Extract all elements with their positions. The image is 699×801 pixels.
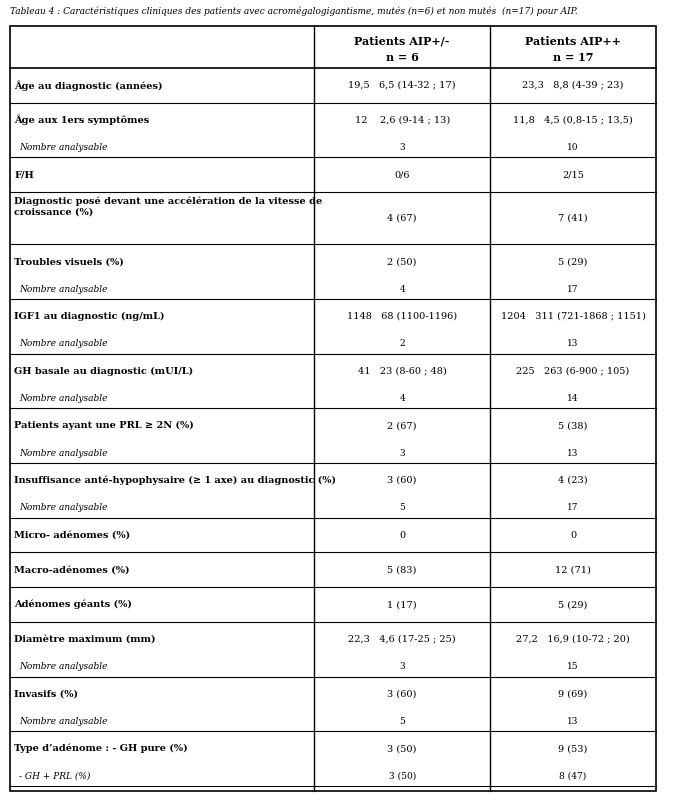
Text: 5: 5 — [399, 503, 405, 513]
Text: 2 (67): 2 (67) — [387, 421, 417, 430]
Text: Diagnostic posé devant une accélération de la vitesse de: Diagnostic posé devant une accélération … — [14, 196, 322, 206]
Text: 17: 17 — [568, 284, 579, 294]
Text: 17: 17 — [568, 503, 579, 513]
Text: 9 (69): 9 (69) — [559, 690, 588, 698]
Text: Nombre analysable: Nombre analysable — [19, 340, 108, 348]
Text: 8 (47): 8 (47) — [559, 771, 586, 780]
Text: 7 (41): 7 (41) — [559, 214, 588, 223]
Text: 11,8   4,5 (0,8-15 ; 13,5): 11,8 4,5 (0,8-15 ; 13,5) — [513, 115, 633, 125]
Text: 1204   311 (721-1868 ; 1151): 1204 311 (721-1868 ; 1151) — [500, 312, 645, 321]
Text: Tableau 4 : Caractéristiques cliniques des patients avec acromégalogigantisme, m: Tableau 4 : Caractéristiques cliniques d… — [10, 6, 577, 15]
Text: 12 (71): 12 (71) — [555, 566, 591, 574]
Text: 5 (29): 5 (29) — [559, 257, 588, 266]
Text: 3 (50): 3 (50) — [389, 771, 416, 780]
Text: 23,3   8,8 (4-39 ; 23): 23,3 8,8 (4-39 ; 23) — [522, 81, 624, 90]
Text: Nombre analysable: Nombre analysable — [19, 394, 108, 403]
Text: Patients ayant une PRL ≥ 2N (%): Patients ayant une PRL ≥ 2N (%) — [14, 421, 194, 430]
Text: 5 (29): 5 (29) — [559, 600, 588, 609]
Text: 0: 0 — [399, 530, 405, 540]
Text: 2 (50): 2 (50) — [387, 257, 417, 266]
Text: 3: 3 — [399, 449, 405, 457]
Text: Patients AIP+/-: Patients AIP+/- — [354, 36, 450, 47]
Text: croissance (%): croissance (%) — [14, 207, 94, 216]
Text: 41   23 (8-60 ; 48): 41 23 (8-60 ; 48) — [358, 367, 447, 376]
Text: 3 (60): 3 (60) — [387, 476, 417, 485]
Text: 3: 3 — [399, 662, 405, 671]
Text: 0: 0 — [570, 530, 576, 540]
Text: 1 (17): 1 (17) — [387, 600, 417, 609]
Text: 1148   68 (1100-1196): 1148 68 (1100-1196) — [347, 312, 457, 321]
Text: GH basale au diagnostic (mUI/L): GH basale au diagnostic (mUI/L) — [14, 367, 194, 376]
Text: 4 (23): 4 (23) — [559, 476, 588, 485]
Text: Type d’adénome : - GH pure (%): Type d’adénome : - GH pure (%) — [14, 744, 188, 754]
Text: Âge au diagnostic (années): Âge au diagnostic (années) — [14, 80, 163, 91]
Text: Adénomes géants (%): Adénomes géants (%) — [14, 600, 132, 610]
Text: 3 (50): 3 (50) — [387, 744, 417, 753]
Text: 4: 4 — [399, 284, 405, 294]
Text: Nombre analysable: Nombre analysable — [19, 284, 108, 294]
Text: 14: 14 — [568, 394, 579, 403]
Text: n = 17: n = 17 — [553, 52, 593, 63]
Text: 5 (38): 5 (38) — [559, 421, 588, 430]
Text: 22,3   4,6 (17-25 ; 25): 22,3 4,6 (17-25 ; 25) — [348, 635, 456, 644]
Text: Nombre analysable: Nombre analysable — [19, 143, 108, 152]
Text: 27,2   16,9 (10-72 ; 20): 27,2 16,9 (10-72 ; 20) — [516, 635, 630, 644]
Text: Invasifs (%): Invasifs (%) — [14, 690, 78, 698]
Text: 2: 2 — [399, 340, 405, 348]
Text: 3: 3 — [399, 143, 405, 152]
Text: Diamètre maximum (mm): Diamètre maximum (mm) — [14, 635, 156, 644]
Text: 4: 4 — [399, 394, 405, 403]
Text: 5 (83): 5 (83) — [387, 566, 417, 574]
Text: 3 (60): 3 (60) — [387, 690, 417, 698]
Text: 13: 13 — [568, 449, 579, 457]
Text: 4 (67): 4 (67) — [387, 214, 417, 223]
Text: 0/6: 0/6 — [394, 171, 410, 179]
Text: Macro-adénomes (%): Macro-adénomes (%) — [14, 566, 130, 574]
Text: Insuffisance anté-hypophysaire (≥ 1 axe) au diagnostic (%): Insuffisance anté-hypophysaire (≥ 1 axe)… — [14, 476, 336, 485]
Text: F/H: F/H — [14, 171, 34, 179]
Text: Micro- adénomes (%): Micro- adénomes (%) — [14, 530, 131, 540]
Text: Nombre analysable: Nombre analysable — [19, 717, 108, 726]
Text: Nombre analysable: Nombre analysable — [19, 662, 108, 671]
Text: 2/15: 2/15 — [562, 171, 584, 179]
Text: IGF1 au diagnostic (ng/mL): IGF1 au diagnostic (ng/mL) — [14, 312, 165, 321]
Text: 5: 5 — [399, 717, 405, 726]
Text: 13: 13 — [568, 717, 579, 726]
Text: 9 (53): 9 (53) — [559, 744, 588, 753]
Text: 12    2,6 (9-14 ; 13): 12 2,6 (9-14 ; 13) — [354, 115, 449, 125]
Text: - GH + PRL (%): - GH + PRL (%) — [19, 771, 90, 780]
Text: Nombre analysable: Nombre analysable — [19, 449, 108, 457]
Text: 225   263 (6-900 ; 105): 225 263 (6-900 ; 105) — [517, 367, 630, 376]
Text: 13: 13 — [568, 340, 579, 348]
Text: Troubles visuels (%): Troubles visuels (%) — [14, 257, 124, 266]
Text: Âge aux 1ers symptômes: Âge aux 1ers symptômes — [14, 115, 150, 126]
Text: 19,5   6,5 (14-32 ; 17): 19,5 6,5 (14-32 ; 17) — [348, 81, 456, 90]
Text: 15: 15 — [567, 662, 579, 671]
Text: Patients AIP++: Patients AIP++ — [525, 36, 621, 47]
Text: 10: 10 — [568, 143, 579, 152]
Text: n = 6: n = 6 — [386, 52, 419, 63]
Text: Nombre analysable: Nombre analysable — [19, 503, 108, 513]
